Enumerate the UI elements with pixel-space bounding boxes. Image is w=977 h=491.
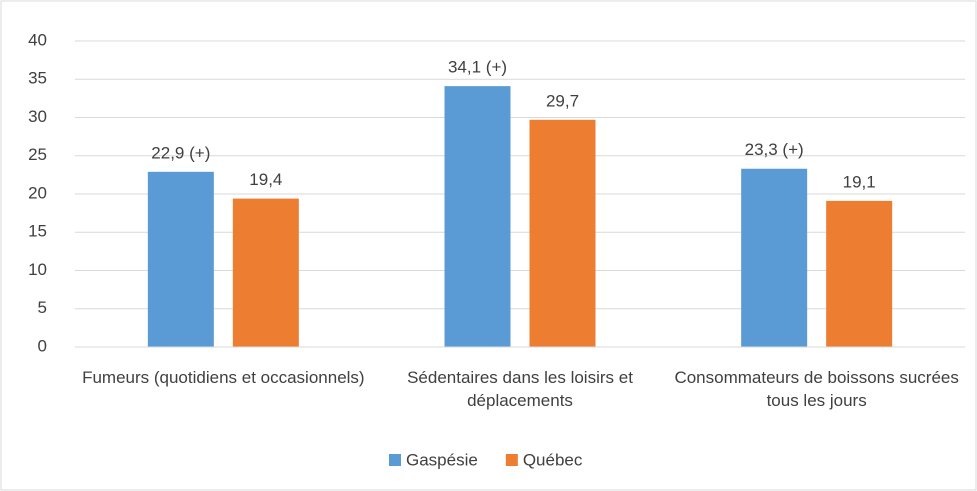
y-tick-label: 15	[28, 222, 47, 241]
value-label: 22,9 (+)	[151, 143, 210, 162]
bar	[147, 171, 214, 347]
value-label: 19,1	[843, 172, 876, 191]
y-tick-label: 10	[28, 260, 47, 279]
x-tick-label: Consommateurs de boissons sucrées tous l…	[674, 368, 959, 410]
y-tick-label: 35	[28, 69, 47, 88]
y-tick-label: 40	[28, 30, 47, 49]
bar	[444, 86, 511, 347]
bar	[826, 200, 893, 347]
legend-swatch	[389, 454, 401, 466]
value-label: 23,3 (+)	[745, 140, 804, 159]
value-label: 29,7	[546, 91, 579, 110]
bar	[741, 168, 808, 347]
legend-swatch	[505, 454, 518, 466]
value-label: 19,4	[249, 170, 282, 189]
value-label: 34,1 (+)	[448, 58, 507, 77]
bar	[232, 198, 299, 347]
x-tick-label: Fumeurs (quotidiens et occasionnels)	[82, 368, 365, 387]
y-tick-label: 0	[38, 336, 47, 355]
y-tick-label: 20	[28, 183, 47, 202]
legend-label: Québec	[523, 450, 583, 469]
y-tick-label: 25	[28, 145, 47, 164]
legend-label: Gaspésie	[406, 450, 478, 469]
y-tick-label: 30	[28, 107, 47, 126]
x-tick-label: Sédentaires dans les loisirs et déplacem…	[407, 368, 633, 410]
y-tick-label: 5	[38, 298, 47, 317]
bar	[529, 119, 596, 347]
